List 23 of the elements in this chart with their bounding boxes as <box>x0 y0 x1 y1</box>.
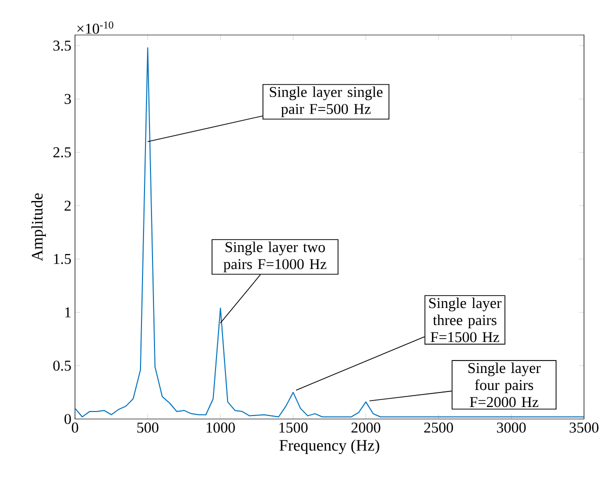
annotation: Single layer single pair F=500 Hz <box>270 86 382 118</box>
annotation: Single layer four pairs F=2000 Hz <box>468 362 541 408</box>
x-tick-label: 2500 <box>424 422 454 433</box>
y-tick-label: 1 <box>65 307 71 318</box>
x-tick-label: 1500 <box>279 422 308 433</box>
y-tick-label: 1.5 <box>54 254 71 264</box>
x-tick-label: 3000 <box>497 422 526 433</box>
x-axis-title: Frequency (Hz) <box>280 440 380 454</box>
y-tick-label: 0 <box>64 414 71 424</box>
y-tick-label: 3.5 <box>53 40 71 51</box>
x-tick-label: 0 <box>72 422 78 433</box>
x-tick-label: 2000 <box>352 422 380 433</box>
annotation: Single layer two pairs F=1000 Hz <box>224 242 326 272</box>
y-tick-label: 2 <box>64 200 71 211</box>
x-tick-label: 1000 <box>206 422 235 433</box>
y-tick-label: 0.5 <box>53 360 71 371</box>
x-tick-label: 500 <box>137 422 158 433</box>
annotation: Single layer three pairs F=1500 Hz <box>429 298 502 342</box>
y-tick-label: 3 <box>64 94 71 104</box>
y-tick-label: 2.5 <box>53 147 71 158</box>
x-tick-label: 3500 <box>570 422 598 433</box>
y-axis-title: Amplitude <box>31 193 46 262</box>
text: ×10$^{-10}$ <box>77 21 114 34</box>
